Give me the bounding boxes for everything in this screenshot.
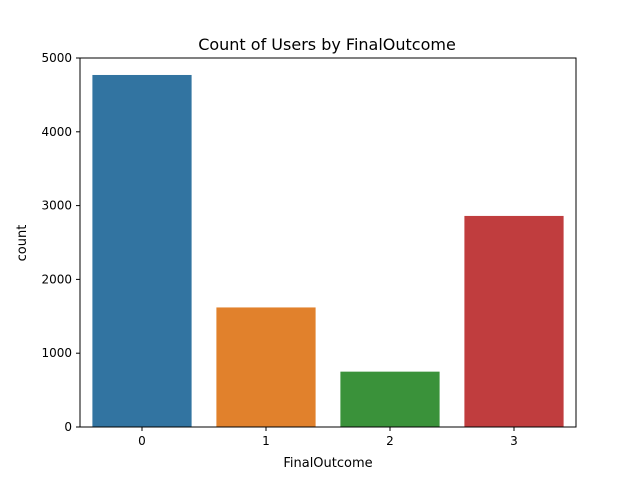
y-tick-label: 4000 — [41, 125, 72, 139]
bar-0 — [92, 74, 192, 427]
x-tick-label: 1 — [262, 434, 270, 448]
y-tick-label: 1000 — [41, 346, 72, 360]
y-tick-label: 3000 — [41, 199, 72, 213]
y-tick-label: 2000 — [41, 272, 72, 286]
bar-1 — [216, 307, 316, 427]
bar-3 — [464, 215, 564, 427]
x-tick-label: 0 — [138, 434, 146, 448]
plot-frame — [79, 57, 577, 428]
x-axis-ticks: 0 1 2 3 — [138, 427, 518, 448]
y-tick-label: 0 — [64, 420, 72, 434]
x-axis-label: FinalOutcome — [283, 456, 372, 471]
y-axis-ticks: 0 1000 2000 3000 4000 5000 — [41, 51, 80, 434]
x-tick-label: 3 — [510, 434, 518, 448]
x-tick-label: 2 — [386, 434, 394, 448]
bars-group — [92, 74, 564, 427]
y-axis-label: count — [15, 225, 30, 262]
bar-2 — [340, 371, 440, 427]
y-tick-label: 5000 — [41, 51, 72, 65]
chart-title: Count of Users by FinalOutcome — [198, 35, 456, 54]
